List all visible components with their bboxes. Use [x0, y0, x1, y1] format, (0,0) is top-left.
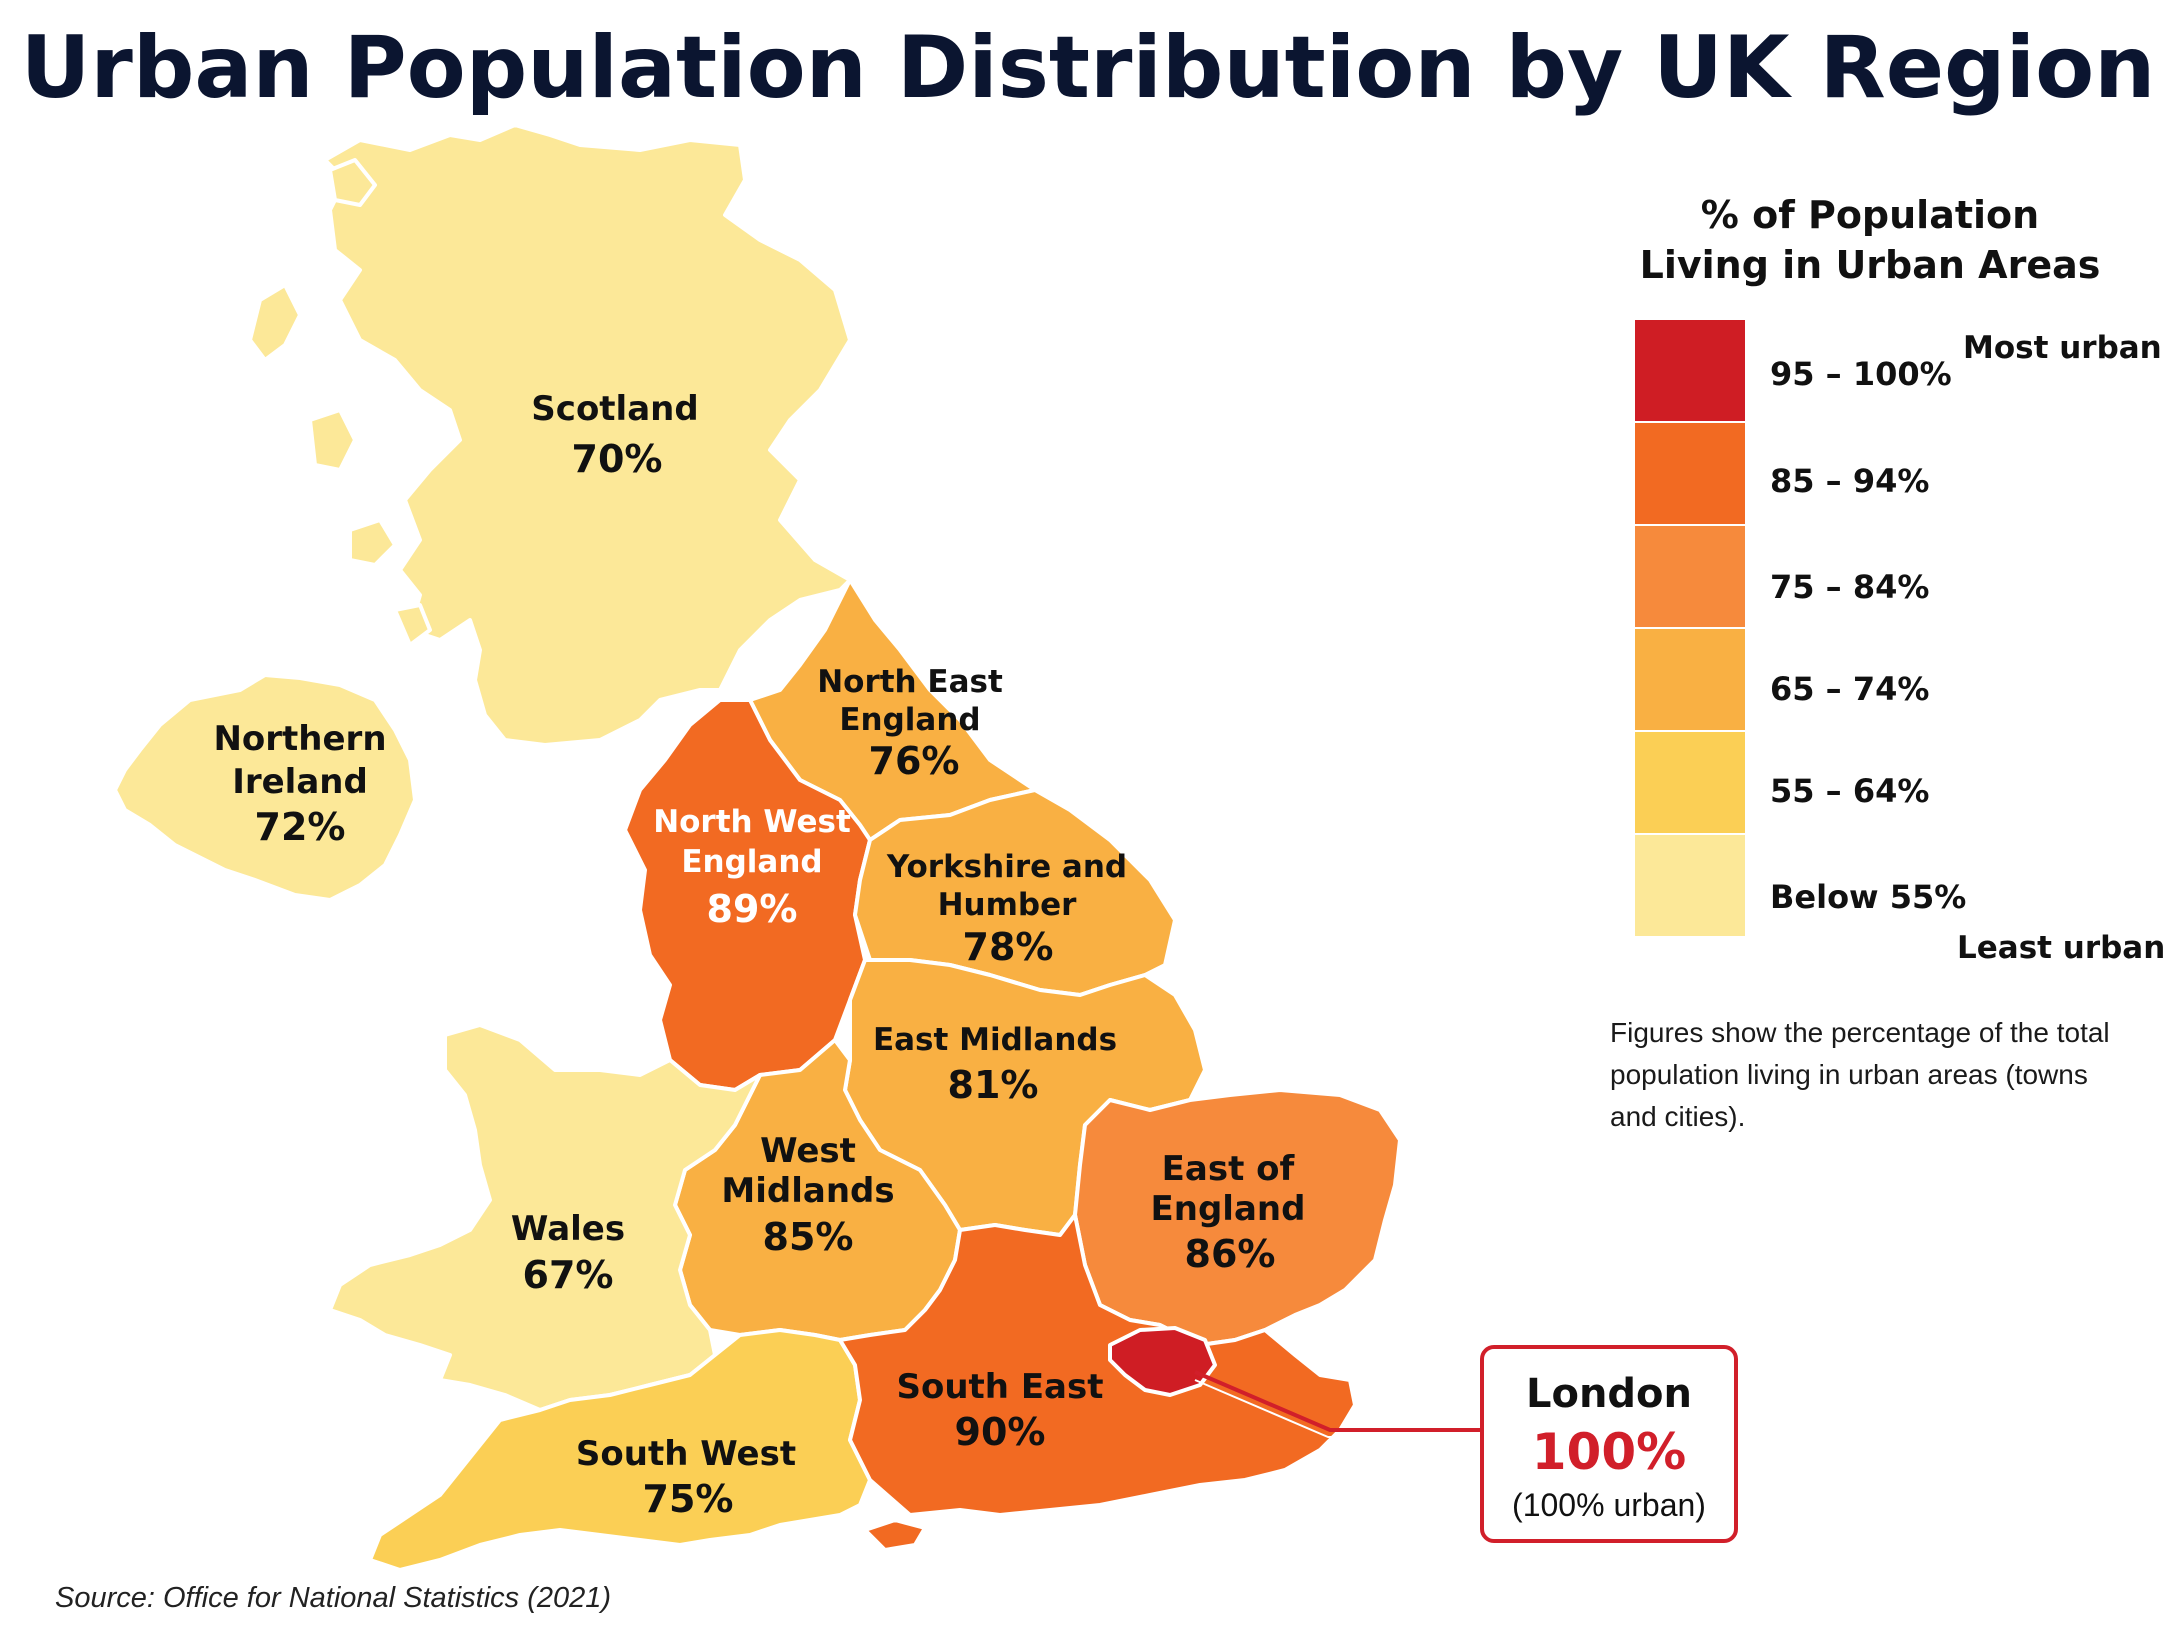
value-yorkshire: 78%	[963, 925, 1054, 969]
london-callout-line-inner	[1194, 1379, 1480, 1438]
value-wales: 67%	[523, 1253, 614, 1297]
value-east-midlands: 81%	[948, 1063, 1039, 1107]
region-scotland	[323, 123, 852, 747]
note-text: Figures show the percentage of the total…	[1610, 1017, 2110, 1132]
value-north-east: 76%	[869, 739, 960, 783]
label-south-east: South East	[896, 1367, 1103, 1407]
island-isle-of-wight	[863, 1518, 927, 1552]
legend-swatches	[1635, 320, 1745, 938]
legend-label-85-94: 85 – 94%	[1770, 462, 1930, 500]
legend-most-urban: Most urban	[1963, 330, 2162, 366]
legend-title-line2: Living in Urban Areas	[1639, 243, 2101, 287]
label-yorkshire-2: Humber	[938, 887, 1078, 923]
label-northern-ireland-2: Ireland	[232, 762, 368, 802]
label-north-west-1: North West	[653, 804, 851, 840]
label-yorkshire-1: Yorkshire and	[886, 849, 1127, 885]
legend-swatch-65-74	[1635, 629, 1745, 732]
label-northern-ireland-1: Northern	[213, 719, 386, 759]
callout-value: 100%	[1531, 1423, 1687, 1481]
legend-swatch-below-55	[1635, 835, 1745, 938]
label-north-east-2: England	[839, 702, 980, 738]
legend-least-urban: Least urban	[1957, 930, 2166, 966]
value-north-west: 89%	[707, 887, 798, 931]
legend-label-below-55: Below 55%	[1770, 878, 1967, 916]
label-east-of-england-1: East of	[1162, 1149, 1296, 1189]
legend-label-65-74: 65 – 74%	[1770, 670, 1930, 708]
region-london	[1108, 1326, 1217, 1397]
legend-swatch-95-100	[1635, 320, 1745, 423]
island-orkney	[328, 158, 377, 207]
label-west-midlands-2: Midlands	[721, 1171, 894, 1211]
label-wales: Wales	[511, 1209, 625, 1249]
legend-title: % of Population Living in Urban Areas	[1620, 190, 2120, 290]
legend-label-55-64: 55 – 64%	[1770, 772, 1930, 810]
label-west-midlands-1: West	[760, 1131, 856, 1171]
island-skye	[308, 408, 357, 472]
label-east-of-england-2: England	[1151, 1189, 1306, 1229]
island-mull	[348, 518, 397, 567]
legend-swatch-55-64	[1635, 732, 1745, 835]
legend-label-75-84: 75 – 84%	[1770, 568, 1930, 606]
legend-label-95-100: 95 – 100%	[1770, 355, 1952, 393]
legend-swatch-75-84	[1635, 526, 1745, 629]
value-scotland: 70%	[572, 437, 663, 481]
label-scotland: Scotland	[531, 389, 698, 429]
legend-title-line1: % of Population	[1700, 193, 2040, 237]
callout-name: London	[1525, 1371, 1693, 1417]
island-hebrides	[248, 283, 302, 362]
value-east-of-england: 86%	[1185, 1232, 1276, 1276]
london-callout: London 100% (100% urban)	[1480, 1345, 1738, 1543]
label-east-midlands: East Midlands	[873, 1022, 1117, 1058]
value-south-east: 90%	[955, 1410, 1046, 1454]
island-islay	[393, 603, 432, 647]
london-callout-line	[1194, 1370, 1480, 1432]
callout-subtext: (100% urban)	[1512, 1487, 1706, 1523]
map-title: Urban Population Distribution by UK Regi…	[20, 18, 2156, 118]
region-south-east	[838, 1213, 1357, 1517]
value-west-midlands: 85%	[763, 1215, 854, 1259]
uk-region-map: Scotland 70% Northern Ireland 72% North …	[113, 123, 1480, 1572]
region-northern-ireland	[113, 673, 417, 902]
value-northern-ireland: 72%	[255, 805, 346, 849]
label-north-east-1: North East	[817, 664, 1003, 700]
legend-swatch-85-94	[1635, 423, 1745, 526]
source-note: Source: Office for National Statistics (…	[55, 1582, 612, 1614]
label-north-west-2: England	[681, 844, 822, 880]
label-south-west: South West	[576, 1434, 796, 1474]
value-south-west: 75%	[643, 1477, 734, 1521]
